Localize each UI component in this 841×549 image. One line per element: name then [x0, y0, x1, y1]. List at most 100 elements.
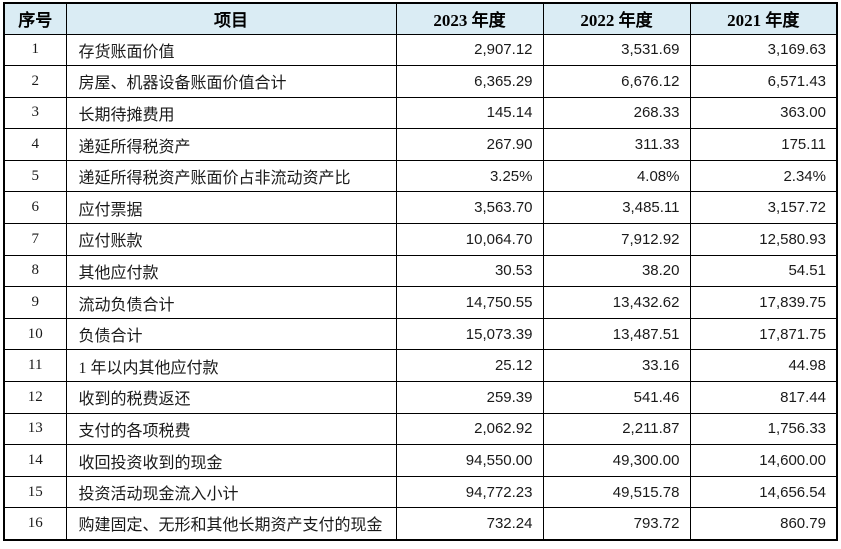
- value-2022-cell: 38.20: [542, 254, 691, 288]
- row-number-cell: 13: [3, 412, 67, 446]
- row-number-cell: 15: [3, 475, 67, 509]
- row-number-cell: 8: [3, 254, 67, 288]
- value-2021-cell: 175.11: [689, 128, 838, 161]
- table-row: 4 递延所得税资产 267.90 311.33 175.11: [3, 128, 838, 161]
- value-2021-cell: 860.79: [689, 507, 838, 540]
- value-2021-cell: 14,656.54: [689, 475, 838, 509]
- value-2021-cell: 817.44: [689, 381, 838, 414]
- row-number-cell: 5: [3, 159, 67, 193]
- value-2023-cell: 2,062.92: [395, 412, 544, 446]
- value-2021-cell: 6,571.43: [689, 65, 838, 98]
- row-number-cell: 7: [3, 223, 67, 256]
- row-number-cell: 4: [3, 128, 67, 161]
- row-number-cell: 1: [3, 33, 67, 67]
- value-2021-cell: 17,871.75: [689, 317, 838, 351]
- value-2023-cell: 145.14: [395, 96, 544, 130]
- value-2023-cell: 732.24: [395, 507, 544, 540]
- table-header: 序号 项目 2023 年度 2022 年度 2021 年度: [3, 2, 838, 35]
- item-name-cell: 流动负债合计: [65, 286, 397, 319]
- row-number-cell: 14: [3, 444, 67, 477]
- value-2021-cell: 44.98: [689, 349, 838, 383]
- value-2022-cell: 2,211.87: [542, 412, 691, 446]
- table-row: 7 应付账款 10,064.70 7,912.92 12,580.93: [3, 223, 838, 256]
- value-2021-cell: 2.34%: [689, 159, 838, 193]
- item-name-cell: 递延所得税资产: [65, 128, 397, 161]
- table-row: 16 购建固定、无形和其他长期资产支付的现金 732.24 793.72 860…: [3, 507, 838, 540]
- table-row: 5 递延所得税资产账面价占非流动资产比 3.25% 4.08% 2.34%: [3, 159, 838, 193]
- value-2021-cell: 363.00: [689, 96, 838, 130]
- table-row: 8 其他应付款 30.53 38.20 54.51: [3, 254, 838, 288]
- item-name-cell: 其他应付款: [65, 254, 397, 288]
- row-number-cell: 10: [3, 317, 67, 351]
- value-2021-cell: 1,756.33: [689, 412, 838, 446]
- value-2022-cell: 3,485.11: [542, 191, 691, 225]
- value-2022-cell: 49,300.00: [542, 444, 691, 477]
- item-name-cell: 购建固定、无形和其他长期资产支付的现金: [65, 507, 397, 540]
- item-name-cell: 应付票据: [65, 191, 397, 225]
- table-row: 2 房屋、机器设备账面价值合计 6,365.29 6,676.12 6,571.…: [3, 65, 838, 98]
- table-row: 3 长期待摊费用 145.14 268.33 363.00: [3, 96, 838, 130]
- item-name-cell: 投资活动现金流入小计: [65, 475, 397, 509]
- item-name-cell: 递延所得税资产账面价占非流动资产比: [65, 159, 397, 193]
- value-2021-cell: 14,600.00: [689, 444, 838, 477]
- value-2022-cell: 268.33: [542, 96, 691, 130]
- value-2023-cell: 30.53: [395, 254, 544, 288]
- value-2022-cell: 4.08%: [542, 159, 691, 193]
- value-2023-cell: 94,772.23: [395, 475, 544, 509]
- value-2022-cell: 6,676.12: [542, 65, 691, 98]
- row-number-cell: 11: [3, 349, 67, 383]
- table-row: 11 1 年以内其他应付款 25.12 33.16 44.98: [3, 349, 838, 383]
- row-number-cell: 16: [3, 507, 67, 540]
- value-2023-cell: 3,563.70: [395, 191, 544, 225]
- row-number-cell: 6: [3, 191, 67, 225]
- value-2023-cell: 267.90: [395, 128, 544, 161]
- value-2021-cell: 17,839.75: [689, 286, 838, 319]
- value-2023-cell: 3.25%: [395, 159, 544, 193]
- table-row: 13 支付的各项税费 2,062.92 2,211.87 1,756.33: [3, 412, 838, 446]
- value-2022-cell: 13,487.51: [542, 317, 691, 351]
- value-2022-cell: 793.72: [542, 507, 691, 540]
- value-2022-cell: 311.33: [542, 128, 691, 161]
- item-name-cell: 收回投资收到的现金: [65, 444, 397, 477]
- item-name-cell: 收到的税费返还: [65, 381, 397, 414]
- header-cell-2021: 2021 年度: [689, 2, 838, 35]
- value-2022-cell: 13,432.62: [542, 286, 691, 319]
- row-number-cell: 2: [3, 65, 67, 98]
- item-name-cell: 负债合计: [65, 317, 397, 351]
- value-2023-cell: 6,365.29: [395, 65, 544, 98]
- table-row: 10 负债合计 15,073.39 13,487.51 17,871.75: [3, 317, 838, 351]
- item-name-cell: 支付的各项税费: [65, 412, 397, 446]
- header-cell-no: 序号: [3, 2, 67, 35]
- value-2023-cell: 94,550.00: [395, 444, 544, 477]
- header-cell-2023: 2023 年度: [395, 2, 544, 35]
- header-cell-item: 项目: [65, 2, 397, 35]
- table-row: 14 收回投资收到的现金 94,550.00 49,300.00 14,600.…: [3, 444, 838, 477]
- value-2022-cell: 541.46: [542, 381, 691, 414]
- table-body: 1 存货账面价值 2,907.12 3,531.69 3,169.63 2 房屋…: [3, 33, 838, 540]
- item-name-cell: 1 年以内其他应付款: [65, 349, 397, 383]
- item-name-cell: 存货账面价值: [65, 33, 397, 67]
- value-2023-cell: 2,907.12: [395, 33, 544, 67]
- value-2023-cell: 10,064.70: [395, 223, 544, 256]
- table-row: 12 收到的税费返还 259.39 541.46 817.44: [3, 381, 838, 414]
- value-2023-cell: 25.12: [395, 349, 544, 383]
- item-name-cell: 长期待摊费用: [65, 96, 397, 130]
- value-2021-cell: 3,169.63: [689, 33, 838, 67]
- header-cell-2022: 2022 年度: [542, 2, 691, 35]
- value-2022-cell: 49,515.78: [542, 475, 691, 509]
- header-row: 序号 项目 2023 年度 2022 年度 2021 年度: [3, 2, 838, 35]
- row-number-cell: 3: [3, 96, 67, 130]
- table-row: 15 投资活动现金流入小计 94,772.23 49,515.78 14,656…: [3, 475, 838, 509]
- financial-table: 序号 项目 2023 年度 2022 年度 2021 年度 1 存货账面价值 2…: [3, 2, 838, 541]
- value-2023-cell: 14,750.55: [395, 286, 544, 319]
- item-name-cell: 房屋、机器设备账面价值合计: [65, 65, 397, 98]
- value-2022-cell: 7,912.92: [542, 223, 691, 256]
- value-2022-cell: 3,531.69: [542, 33, 691, 67]
- table-row: 6 应付票据 3,563.70 3,485.11 3,157.72: [3, 191, 838, 225]
- value-2023-cell: 15,073.39: [395, 317, 544, 351]
- value-2022-cell: 33.16: [542, 349, 691, 383]
- value-2021-cell: 54.51: [689, 254, 838, 288]
- table-row: 1 存货账面价值 2,907.12 3,531.69 3,169.63: [3, 33, 838, 67]
- value-2021-cell: 12,580.93: [689, 223, 838, 256]
